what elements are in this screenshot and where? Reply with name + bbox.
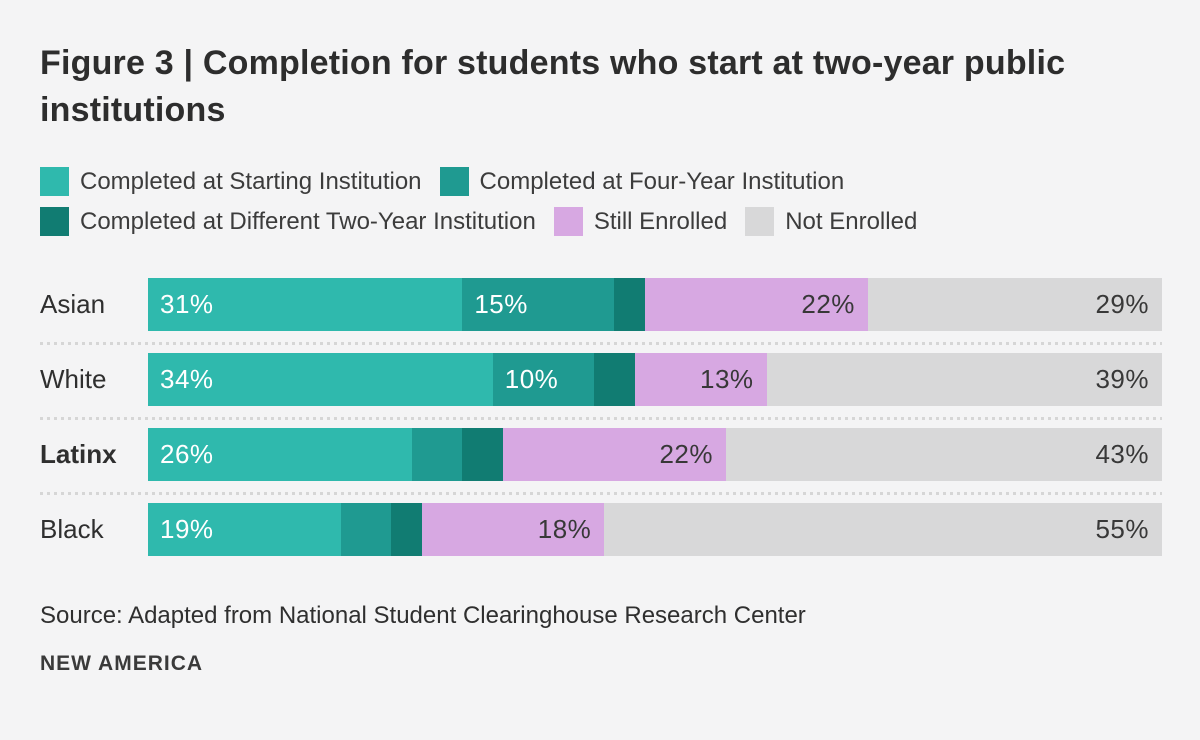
bar-segment [411,428,463,482]
segment-value-label: 29% [1095,289,1149,320]
bar-segment: 19% [148,503,341,557]
segment-value-label: 13% [700,364,754,395]
segment-value-label: 55% [1095,514,1149,545]
bar-segment [462,428,503,482]
bar-segment: 18% [421,503,605,557]
dotted-row-separator [40,492,1162,496]
source-prefix: Source: [40,602,123,630]
legend-swatch-icon [439,167,469,197]
segment-value-label: 43% [1095,439,1149,470]
legend-item: Completed at Different Two-Year Institut… [40,207,536,237]
bar-segment: 29% [867,278,1162,332]
stacked-bar: 26% 22% 43% [148,428,1162,482]
chart-row: Latinx 26% 22% 43% [40,428,1162,482]
bar-segment: 13% [634,353,767,407]
chart-row: Asian 31% 15% 22% 29% [40,278,1162,332]
legend-label: Completed at Starting Institution [80,167,422,195]
legend-swatch-icon [745,207,775,237]
legend-row-1: Completed at Starting Institution Complet… [40,167,1162,197]
legend-item: Completed at Four-Year Institution [439,167,845,197]
category-label: Black [40,514,104,545]
segment-value-label: 22% [801,289,855,320]
bar-segment: 55% [604,503,1162,557]
legend-label: Completed at Four-Year Institution [479,167,845,195]
category-label: Asian [40,289,106,320]
legend-label: Still Enrolled [593,207,728,235]
bar-segment: 43% [725,428,1162,482]
segment-value-label: 18% [537,514,592,545]
legend-swatch-icon [553,207,583,237]
segment-value-label: 31% [160,289,214,320]
segment-value-label: 15% [474,289,528,320]
bar-segment [391,503,422,557]
brand-logo-text: NEW AMERICA [40,652,204,676]
bar-segment: 31% [148,278,463,332]
stacked-bar: 19% 18% 55% [148,503,1162,557]
category-label: White [40,364,107,395]
legend-label: Completed at Different Two-Year Institut… [80,207,536,235]
source-line: Source: Adapted from National Student Cl… [40,602,1162,630]
dotted-row-separator [40,417,1162,421]
bar-segment [340,503,392,557]
legend-item: Completed at Starting Institution [40,167,422,197]
bar-segment: 26% [148,428,412,482]
segment-value-label: 26% [160,439,214,470]
stacked-bar-chart: Asian 31% 15% 22% 29% White 34% 10% 13% 39% Latinx… [40,278,1162,557]
segment-value-label: 22% [659,439,713,470]
stacked-bar: 31% 15% 22% 29% [148,278,1162,332]
legend-label: Not Enrolled [785,207,918,235]
legend-swatch-icon [40,207,69,237]
legend-item: Still Enrolled [553,207,728,237]
legend-item: Not Enrolled [745,207,918,237]
source-text: Adapted from National Student Clearingho… [128,602,806,630]
bar-segment: 22% [502,428,726,482]
legend-row-2: Completed at Different Two-Year Institut… [40,207,1162,237]
segment-value-label: 39% [1095,364,1149,395]
bar-segment: 22% [644,278,868,332]
dotted-row-separator [40,342,1162,346]
chart-row: White 34% 10% 13% 39% [40,353,1162,407]
stacked-bar: 34% 10% 13% 39% [148,353,1162,407]
segment-value-label: 19% [160,514,214,545]
figure-title: Figure 3 | Completion for students who s… [40,44,1066,129]
chart-legend: Completed at Starting Institution Complet… [40,167,1162,237]
segment-value-label: 10% [504,364,559,395]
category-label: Latinx [40,439,117,470]
bar-segment [614,278,645,332]
bar-segment [594,353,635,407]
bar-segment: 34% [148,353,493,407]
legend-swatch-icon [40,167,69,197]
chart-row: Black 19% 18% 55% [40,503,1162,557]
bar-segment: 39% [766,353,1162,407]
bar-segment: 10% [492,353,595,407]
segment-value-label: 34% [160,364,214,395]
bar-segment: 15% [462,278,615,332]
